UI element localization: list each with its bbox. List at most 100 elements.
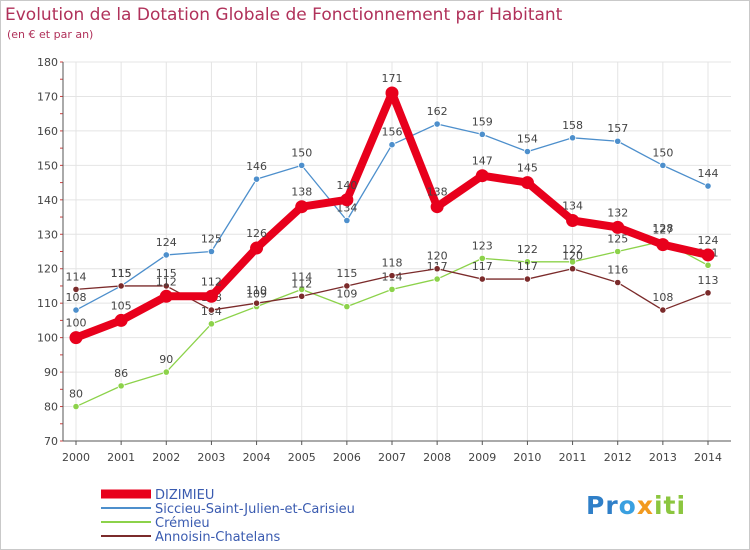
- legend-label: Siccieu-Saint-Julien-et-Carisieu: [155, 502, 355, 517]
- data-point: [704, 289, 712, 297]
- data-label: 116: [607, 264, 628, 277]
- data-point: [207, 306, 216, 314]
- x-tick-label: 2007: [378, 451, 406, 464]
- data-point: [523, 275, 532, 283]
- chart-subtitle: (en € et par an): [7, 28, 94, 41]
- data-point: [568, 265, 577, 273]
- data-label: 90: [159, 353, 173, 366]
- data-point: [701, 248, 715, 262]
- data-label: 150: [291, 146, 312, 159]
- data-label: 134: [336, 201, 357, 214]
- data-point: [69, 331, 83, 345]
- legend-label: Crémieu: [155, 516, 210, 531]
- data-label: 115: [336, 267, 357, 280]
- data-label: 109: [246, 288, 267, 301]
- data-point: [252, 175, 261, 183]
- data-label: 118: [382, 257, 403, 270]
- x-tick-label: 2006: [333, 451, 361, 464]
- y-tick-label: 70: [44, 435, 58, 448]
- data-point: [298, 161, 306, 169]
- data-point: [162, 282, 170, 290]
- data-point: [298, 285, 306, 293]
- proxiti-logo: Proxiti: [586, 491, 687, 520]
- x-tick-label: 2005: [288, 451, 316, 464]
- data-point: [72, 285, 80, 293]
- data-point: [704, 182, 712, 190]
- data-point: [204, 289, 218, 303]
- y-tick-label: 110: [37, 297, 58, 310]
- y-tick-label: 80: [44, 401, 58, 414]
- data-point: [72, 402, 80, 411]
- data-point: [433, 265, 441, 273]
- data-point: [207, 247, 216, 256]
- y-tick-label: 140: [37, 194, 58, 207]
- data-label: 171: [382, 72, 403, 85]
- y-tick-label: 170: [37, 90, 58, 103]
- legend: DIZIMIEUSiccieu-Saint-Julien-et-Carisieu…: [101, 488, 355, 545]
- data-label: 128: [652, 222, 673, 235]
- data-point: [614, 247, 622, 256]
- data-point: [250, 241, 264, 255]
- data-point: [478, 130, 486, 138]
- x-tick-label: 2009: [468, 451, 496, 464]
- x-tick-label: 2003: [197, 451, 225, 464]
- data-point: [433, 275, 441, 283]
- data-point: [433, 120, 441, 128]
- data-point: [159, 289, 173, 303]
- data-label: 154: [517, 133, 538, 146]
- data-label: 156: [382, 126, 403, 139]
- x-tick-label: 2004: [243, 451, 271, 464]
- legend-label: Annoisin-Chatelans: [155, 530, 280, 545]
- data-point: [72, 306, 80, 314]
- data-label: 100: [66, 317, 87, 330]
- data-label: 126: [246, 227, 267, 240]
- data-label: 112: [291, 277, 312, 290]
- y-tick-label: 90: [44, 366, 58, 379]
- data-point: [388, 141, 396, 149]
- data-point: [343, 303, 351, 311]
- data-point: [298, 292, 306, 300]
- data-label: 157: [607, 122, 628, 135]
- data-point: [614, 137, 622, 145]
- data-point: [162, 368, 170, 376]
- data-point: [523, 258, 532, 266]
- data-point: [343, 282, 351, 290]
- data-point: [566, 213, 580, 227]
- data-label: 86: [114, 367, 128, 380]
- y-tick-label: 180: [37, 56, 58, 69]
- data-label: 144: [698, 167, 719, 180]
- data-point: [478, 275, 486, 283]
- data-label: 132: [607, 206, 628, 219]
- y-tick-label: 150: [37, 159, 58, 172]
- data-point: [388, 285, 396, 293]
- data-point: [523, 147, 532, 156]
- data-label: 150: [652, 146, 673, 159]
- data-label: 108: [66, 291, 87, 304]
- x-tick-label: 2013: [649, 451, 677, 464]
- data-label: 108: [652, 291, 673, 304]
- data-point: [388, 272, 396, 280]
- x-tick-label: 2000: [62, 451, 90, 464]
- series-2: 8086901041091141091141171231221221251281…: [69, 222, 719, 411]
- data-point: [252, 299, 261, 307]
- data-point: [295, 200, 309, 214]
- x-tick-label: 2011: [559, 451, 587, 464]
- data-label: 114: [291, 270, 312, 283]
- x-tick-label: 2010: [513, 451, 541, 464]
- data-label: 127: [652, 224, 673, 237]
- data-label: 113: [698, 274, 719, 287]
- data-point: [385, 86, 399, 100]
- data-label: 124: [698, 234, 719, 247]
- data-label: 120: [562, 250, 583, 263]
- data-label: 138: [427, 186, 448, 199]
- data-label: 159: [472, 115, 493, 128]
- data-point: [162, 251, 170, 259]
- data-label: 147: [472, 155, 493, 168]
- data-label: 146: [246, 160, 267, 173]
- data-point: [207, 320, 216, 328]
- data-label: 115: [156, 267, 177, 280]
- data-point: [117, 382, 125, 390]
- data-label: 117: [517, 260, 538, 273]
- x-tick-label: 2008: [423, 451, 451, 464]
- data-label: 115: [111, 267, 132, 280]
